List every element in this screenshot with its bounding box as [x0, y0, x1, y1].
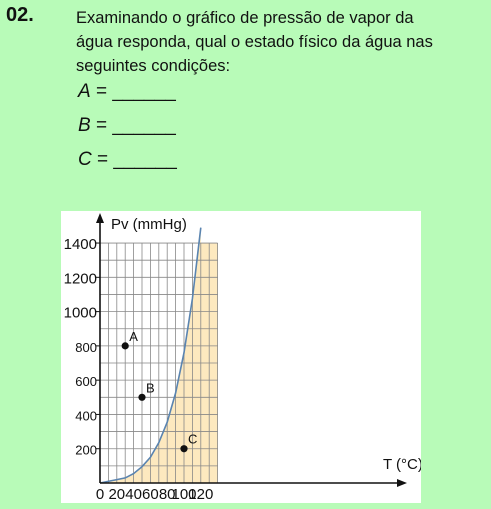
x-tick-label: 120	[188, 486, 213, 503]
y-tick-label: 1200	[64, 270, 97, 287]
answer-blank: ______	[112, 81, 176, 102]
y-tick-label: 800	[75, 340, 97, 355]
y-tick-label: 400	[75, 408, 97, 423]
equals-sign: =	[95, 81, 108, 102]
answer-blank: ______	[113, 149, 177, 170]
y-axis-arrow	[96, 213, 104, 223]
answer-b: B = ______	[78, 112, 177, 146]
vapor-pressure-chart: 0 20 40 60 80 100 120 200 400 600 800 1000 1200 1400 P…	[61, 211, 423, 503]
y-axis-label: Pv (mmHg)	[111, 216, 187, 233]
x-axis-arrow	[397, 479, 407, 487]
equals-sign: =	[97, 149, 109, 170]
question-text: Examinando o gráfico de pressão de vapor…	[76, 6, 476, 78]
x-tick-label: 0	[96, 486, 104, 503]
y-tick-label: 1000	[64, 305, 97, 322]
y-tick-label: 600	[75, 374, 97, 389]
equals-sign: =	[95, 115, 108, 136]
x-tick-label: 100	[171, 486, 196, 503]
question-line-3: seguintes condições:	[76, 57, 231, 75]
point-c	[180, 445, 188, 453]
answer-list: A = ______ B = ______ C = ______	[78, 78, 177, 180]
x-tick-label: 20	[108, 486, 125, 503]
answer-c: C = ______	[78, 146, 177, 180]
point-label-c: C	[188, 432, 197, 447]
question-number: 02.	[6, 4, 34, 26]
liquid-region	[100, 227, 218, 483]
y-tick-label: 200	[75, 443, 97, 458]
point-label-a: A	[129, 329, 138, 344]
answer-variable: A	[78, 81, 91, 102]
x-axis-label: T (°C)	[383, 456, 421, 473]
point-label-b: B	[146, 380, 155, 395]
x-tick-label: 40	[125, 486, 142, 503]
question-line-1: Examinando o gráfico de pressão de vapor…	[76, 9, 414, 27]
vapor-pressure-curve	[99, 227, 202, 484]
answer-blank: ______	[112, 115, 176, 136]
answer-a: A = ______	[78, 78, 177, 112]
y-tick-label: 1400	[64, 236, 97, 253]
answer-variable: B	[78, 115, 91, 136]
answer-variable: C	[78, 149, 92, 170]
x-tick-label: 60	[142, 486, 159, 503]
point-a	[121, 342, 129, 350]
point-b	[138, 393, 146, 401]
x-tick-label: 80	[159, 486, 176, 503]
question-line-2: água responda, qual o estado físico da á…	[76, 33, 433, 51]
